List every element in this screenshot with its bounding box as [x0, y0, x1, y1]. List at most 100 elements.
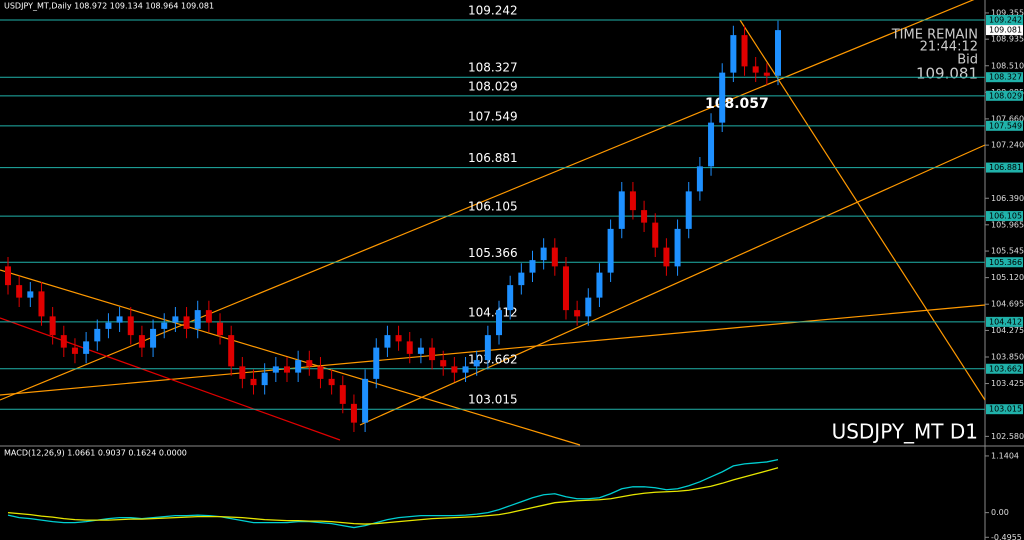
- candle-body: [250, 378, 257, 386]
- y2-tick-label: 0.00: [991, 508, 1009, 517]
- candle-body: [685, 191, 692, 229]
- candle-body: [27, 291, 34, 298]
- candle-body: [5, 266, 11, 286]
- candle-body: [362, 378, 369, 423]
- level-label: 103.662: [468, 352, 518, 366]
- candle-body: [71, 347, 78, 354]
- candle-body: [763, 72, 770, 76]
- y2-tick-label: 1.1404: [991, 451, 1019, 460]
- candle-body: [417, 347, 424, 354]
- candle-body: [641, 210, 648, 223]
- y-tick-label: 103.850: [991, 353, 1024, 362]
- y-tick-label: 107.240: [991, 141, 1024, 150]
- level-label: 105.366: [468, 246, 518, 260]
- symbol-label: USDJPY_MT D1: [832, 420, 978, 444]
- candle-body: [529, 260, 536, 273]
- level-label: 107.549: [468, 109, 518, 123]
- y-tick-label: 105.965: [991, 220, 1024, 229]
- bid-tag-label: 109.081: [989, 26, 1022, 35]
- candle-body: [462, 366, 469, 373]
- candle-body: [150, 328, 157, 348]
- candle-body: [719, 72, 726, 123]
- level-tag: [986, 404, 1023, 415]
- candle-body: [440, 360, 447, 367]
- y-tick-label: 108.510: [991, 61, 1024, 70]
- candle-body: [384, 335, 391, 348]
- level-tag: [986, 257, 1023, 268]
- level-tag-label: 104.412: [989, 317, 1022, 326]
- level-label: 109.242: [468, 4, 518, 18]
- candle-body: [484, 335, 491, 361]
- candle-body: [94, 328, 101, 342]
- candle-body: [228, 335, 235, 367]
- candle-body: [239, 366, 246, 379]
- candle-body: [373, 347, 380, 379]
- macd-line: [7, 458, 779, 529]
- candle-body: [217, 322, 224, 336]
- level-tag-label: 103.662: [989, 364, 1022, 373]
- macd-title: MACD(12,26,9) 1.0661 0.9037 0.1624 0.000…: [4, 449, 187, 458]
- candle-body: [127, 316, 134, 336]
- y-tick-label: 104.695: [991, 300, 1024, 309]
- candle-body: [328, 378, 335, 386]
- candle-body: [607, 228, 614, 273]
- level-tag: [986, 211, 1023, 222]
- level-tag-label: 109.242: [989, 16, 1022, 25]
- level-tag-label: 108.029: [989, 91, 1022, 100]
- candle-body: [205, 310, 212, 323]
- candle-body: [116, 316, 123, 323]
- candle-body: [283, 366, 290, 373]
- y-tick-label: 109.355: [991, 8, 1024, 17]
- y-tick-label: 103.425: [991, 379, 1024, 388]
- y-tick-label: 106.390: [991, 194, 1024, 203]
- y2-tick-label: -0.4955: [991, 533, 1022, 540]
- candle-body: [406, 341, 413, 354]
- y-tick-label: 105.120: [991, 273, 1024, 282]
- level-tag: [986, 90, 1023, 101]
- annotation: 108.057: [705, 96, 769, 112]
- candle-body: [708, 122, 715, 167]
- candle-body: [618, 191, 625, 229]
- bid-tag: [986, 25, 1023, 36]
- candle-body: [663, 247, 670, 267]
- level-tag-label: 108.327: [989, 73, 1022, 82]
- trend-line: [0, 304, 986, 396]
- candle-body: [674, 228, 681, 267]
- candle-body: [306, 360, 313, 367]
- level-tag: [986, 72, 1023, 83]
- candle-body: [395, 335, 402, 342]
- candle-body: [38, 291, 45, 317]
- y-tick-label: 105.545: [991, 247, 1024, 256]
- candle-body: [574, 310, 581, 317]
- candle-body: [83, 341, 90, 354]
- candle-body: [161, 322, 168, 329]
- candle-body: [172, 316, 179, 323]
- level-tag-label: 105.366: [989, 258, 1022, 267]
- candle-body: [562, 266, 569, 311]
- candle-body: [496, 310, 503, 336]
- level-tag-label: 107.549: [989, 121, 1022, 130]
- candle-body: [429, 347, 436, 361]
- candle-body: [317, 366, 324, 379]
- candle-body: [261, 372, 268, 386]
- candle-body: [652, 222, 659, 248]
- candle-body: [596, 272, 603, 298]
- candle-body: [272, 366, 279, 373]
- level-tag-label: 103.015: [989, 405, 1022, 414]
- trend-line: [0, 317, 341, 441]
- candle-body: [741, 35, 748, 67]
- level-label: 106.105: [468, 200, 518, 214]
- candle-body: [629, 191, 636, 211]
- level-label: 108.327: [468, 61, 518, 75]
- candle-body: [518, 272, 525, 286]
- y-tick-label: 104.275: [991, 326, 1024, 335]
- time-remain-label: TIME REMAIN: [891, 28, 978, 43]
- level-tag-label: 106.105: [989, 212, 1022, 221]
- y-tick-label: 108.935: [991, 35, 1024, 44]
- macd-line: [7, 467, 779, 525]
- candle-body: [507, 285, 514, 311]
- candle-body: [350, 403, 357, 423]
- level-tag: [986, 162, 1023, 173]
